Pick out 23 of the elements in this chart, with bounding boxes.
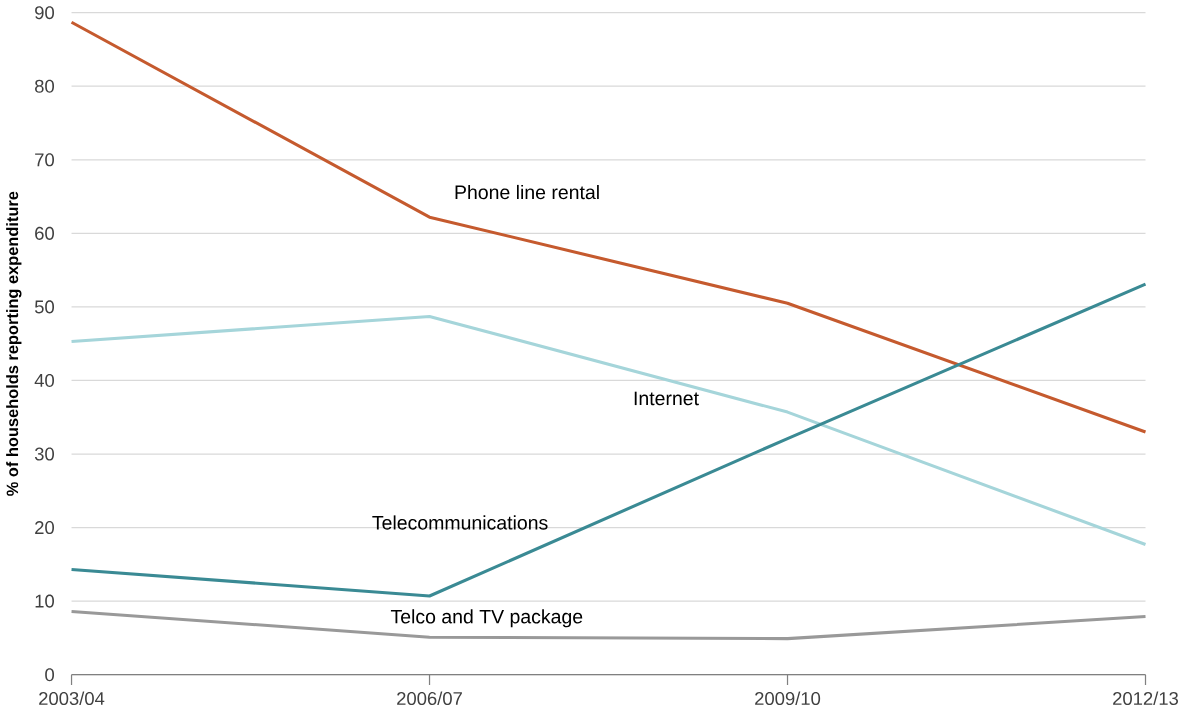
- line-series: [69, 314, 1148, 546]
- y-tick-label: 0: [45, 668, 55, 682]
- series-label: Phone line rental: [455, 184, 599, 200]
- y-tick-label: 60: [35, 226, 55, 240]
- y-tick-label: 80: [35, 79, 55, 93]
- y-tick-label: 30: [34, 447, 55, 461]
- x-tick-label: 2009/10: [755, 691, 821, 705]
- y-tick-label: 20: [35, 520, 55, 535]
- y-axis-title: % of households reporting expenditure: [6, 191, 22, 496]
- line-series: [69, 609, 1148, 641]
- line-series: [69, 282, 1148, 598]
- x-tick-label: 2012/13: [1113, 691, 1179, 705]
- series-label: Internet: [634, 391, 699, 406]
- x-tick-label: 2006/07: [397, 691, 462, 705]
- series-label: Telecommunications: [372, 515, 548, 530]
- y-tick-label: 90: [35, 6, 55, 20]
- y-tick-label: 70: [35, 153, 55, 167]
- series-label: Telco and TV package: [390, 609, 583, 628]
- y-tick-label: 50: [34, 300, 55, 314]
- x-tick-label: 2003/04: [39, 691, 105, 705]
- y-tick-label: 10: [35, 594, 55, 608]
- y-tick-label: 40: [34, 373, 55, 387]
- line-series: [69, 20, 1148, 434]
